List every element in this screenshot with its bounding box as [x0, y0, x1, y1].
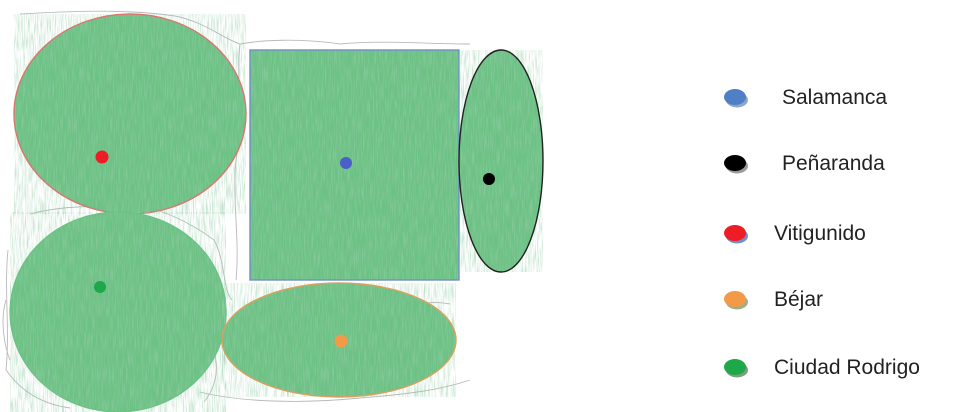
- zone-vitigunido: [13, 13, 247, 215]
- zone-penaranda: [458, 49, 544, 273]
- legend-label-vitigunido: Vitigunido: [774, 222, 866, 245]
- legend-swatch-vitigunido: [724, 225, 748, 244]
- legend-swatch-bejar: [724, 291, 748, 310]
- legend-label-salamanca: Salamanca: [782, 86, 888, 109]
- legend-label-penaranda: Peñaranda: [782, 152, 885, 175]
- legend-swatch-penaranda: [724, 155, 748, 174]
- legend-swatch-ciudad-rodrigo: [724, 359, 748, 378]
- zone-salamanca: [249, 49, 460, 281]
- marker-ciudad-rodrigo: [94, 281, 106, 293]
- zone-bejar: [221, 282, 457, 398]
- legend-swatch-salamanca: [724, 89, 748, 108]
- legend-label-bejar: Béjar: [774, 288, 824, 311]
- marker-salamanca: [340, 157, 352, 169]
- marker-vitigunido: [95, 150, 109, 164]
- marker-penaranda: [483, 173, 495, 185]
- marker-bejar: [334, 334, 348, 348]
- legend-label-ciudad-rodrigo: Ciudad Rodrigo: [774, 356, 920, 379]
- zone-ciudad-rodrigo: [9, 211, 227, 412]
